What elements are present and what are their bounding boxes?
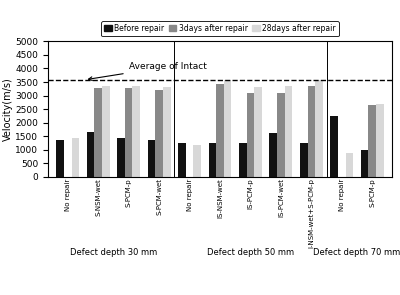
Bar — [308, 86, 315, 177]
Bar — [178, 142, 186, 177]
Bar — [285, 86, 292, 177]
Bar — [330, 117, 338, 177]
Bar — [216, 84, 224, 177]
Bar — [315, 80, 323, 177]
Text: Average of Intact: Average of Intact — [88, 62, 206, 81]
Text: Defect depth 30 mm: Defect depth 30 mm — [70, 248, 157, 257]
Bar — [56, 140, 64, 177]
Bar — [300, 142, 308, 177]
Y-axis label: Velocity(m/s): Velocity(m/s) — [2, 77, 12, 141]
Legend: Before repair, 3days after repair, 28days after repair: Before repair, 3days after repair, 28day… — [101, 21, 339, 36]
Bar — [247, 93, 254, 177]
Text: Defect depth 50 mm: Defect depth 50 mm — [207, 248, 294, 257]
Bar — [270, 133, 277, 177]
Bar — [239, 143, 247, 177]
Bar — [346, 153, 353, 177]
Text: Defect depth 70 mm: Defect depth 70 mm — [313, 248, 400, 257]
Bar — [102, 86, 110, 177]
Bar — [376, 104, 384, 177]
Bar — [117, 138, 125, 177]
Bar — [361, 150, 368, 177]
Bar — [368, 105, 376, 177]
Bar — [87, 132, 94, 177]
Bar — [277, 93, 285, 177]
Bar — [72, 138, 79, 177]
Bar — [132, 86, 140, 177]
Bar — [163, 87, 170, 177]
Bar — [193, 145, 201, 177]
Bar — [254, 87, 262, 177]
Bar — [155, 90, 163, 177]
Bar — [208, 143, 216, 177]
Bar — [125, 88, 132, 177]
Bar — [148, 140, 155, 177]
Bar — [94, 88, 102, 177]
Bar — [224, 80, 232, 177]
